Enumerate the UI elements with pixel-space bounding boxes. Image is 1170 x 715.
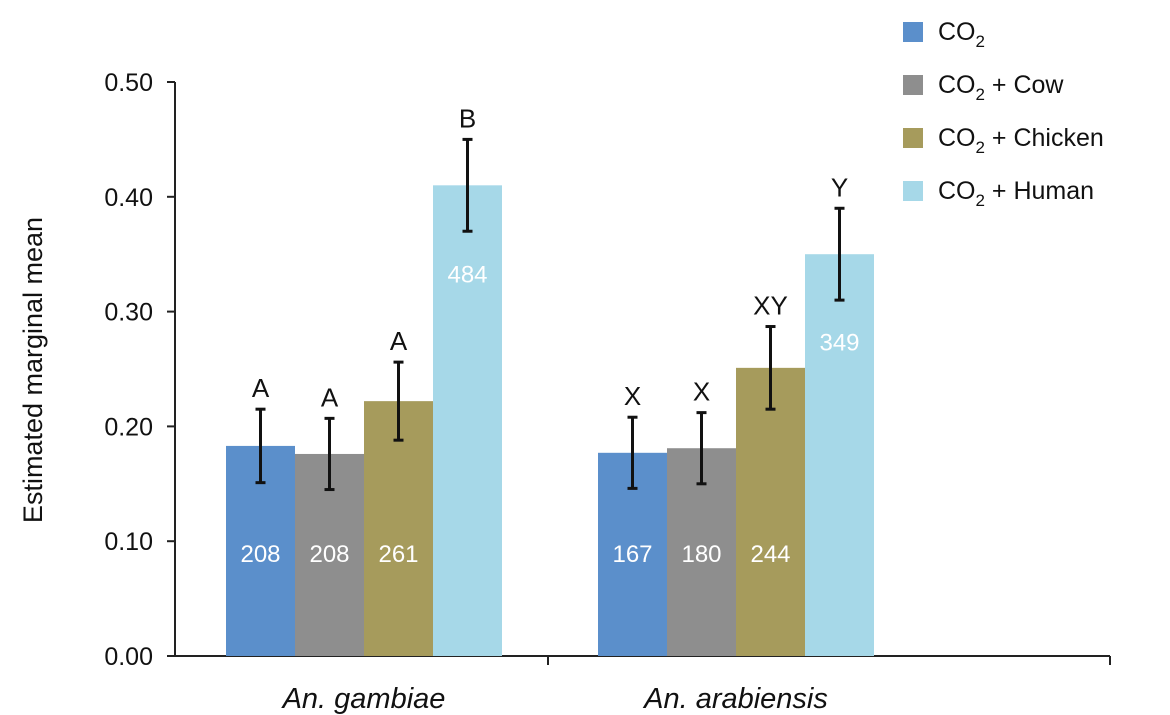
legend-label-suffix: + Chicken bbox=[985, 124, 1104, 152]
legend-label-subscript: 2 bbox=[976, 191, 985, 210]
y-tick-label: 0.20 bbox=[104, 413, 153, 441]
bar bbox=[736, 367, 805, 656]
sample-size-label: 167 bbox=[612, 541, 652, 568]
y-axis-title: Estimated marginal mean bbox=[18, 217, 48, 523]
sample-size-label: 484 bbox=[447, 262, 487, 289]
y-tick-label: 0.40 bbox=[104, 184, 153, 212]
x-axis: An. gambiae An. arabiensis bbox=[175, 655, 1111, 715]
legend-swatch bbox=[903, 22, 923, 42]
sample-size-label: 261 bbox=[378, 541, 418, 568]
significance-label: XY bbox=[753, 291, 788, 321]
sample-size-label: 208 bbox=[309, 541, 349, 568]
legend-label-suffix: + Cow bbox=[985, 71, 1064, 99]
bar bbox=[364, 401, 433, 656]
legend-label-subscript: 2 bbox=[976, 138, 985, 157]
bar bbox=[433, 185, 502, 656]
legend-label-main: CO bbox=[938, 71, 976, 99]
legend-label: CO2 bbox=[938, 18, 985, 51]
significance-label: B bbox=[459, 103, 476, 133]
significance-label: A bbox=[252, 373, 270, 403]
legend-swatch bbox=[903, 75, 923, 95]
x-category-label: An. arabiensis bbox=[642, 683, 828, 715]
legend-label-main: CO bbox=[938, 177, 976, 205]
legend-label-subscript: 2 bbox=[976, 32, 985, 51]
y-tick-label: 0.10 bbox=[104, 528, 153, 556]
y-tick-label: 0.50 bbox=[104, 69, 153, 97]
legend-label-suffix: + Human bbox=[985, 177, 1094, 205]
legend-swatch bbox=[903, 181, 923, 201]
legend-label: CO2 + Cow bbox=[938, 71, 1064, 104]
sample-size-label: 244 bbox=[750, 541, 790, 568]
y-tick-label: 0.00 bbox=[104, 643, 153, 671]
legend-label: CO2 + Chicken bbox=[938, 124, 1104, 157]
significance-label: X bbox=[624, 381, 641, 411]
legend-label-subscript: 2 bbox=[976, 85, 985, 104]
sample-size-label: 349 bbox=[819, 330, 859, 357]
significance-label: X bbox=[693, 377, 710, 407]
significance-label: A bbox=[321, 382, 339, 412]
bars: A 208 A 208 A 261 B 484 X 167 X 180 XY 244 Y 349 bbox=[226, 103, 874, 656]
legend-label-main: CO bbox=[938, 18, 976, 46]
y-tick-label: 0.30 bbox=[104, 299, 153, 327]
sample-size-label: 208 bbox=[240, 541, 280, 568]
significance-label: A bbox=[390, 326, 408, 356]
significance-label: Y bbox=[831, 172, 848, 202]
bar bbox=[805, 254, 874, 656]
legend-label: CO2 + Human bbox=[938, 177, 1094, 210]
legend-swatch bbox=[903, 128, 923, 148]
x-category-label: An. gambiae bbox=[281, 683, 446, 715]
legend-label-main: CO bbox=[938, 124, 976, 152]
sample-size-label: 180 bbox=[681, 541, 721, 568]
y-axis: 0.00 0.10 0.20 0.30 0.40 0.50 bbox=[104, 69, 176, 671]
